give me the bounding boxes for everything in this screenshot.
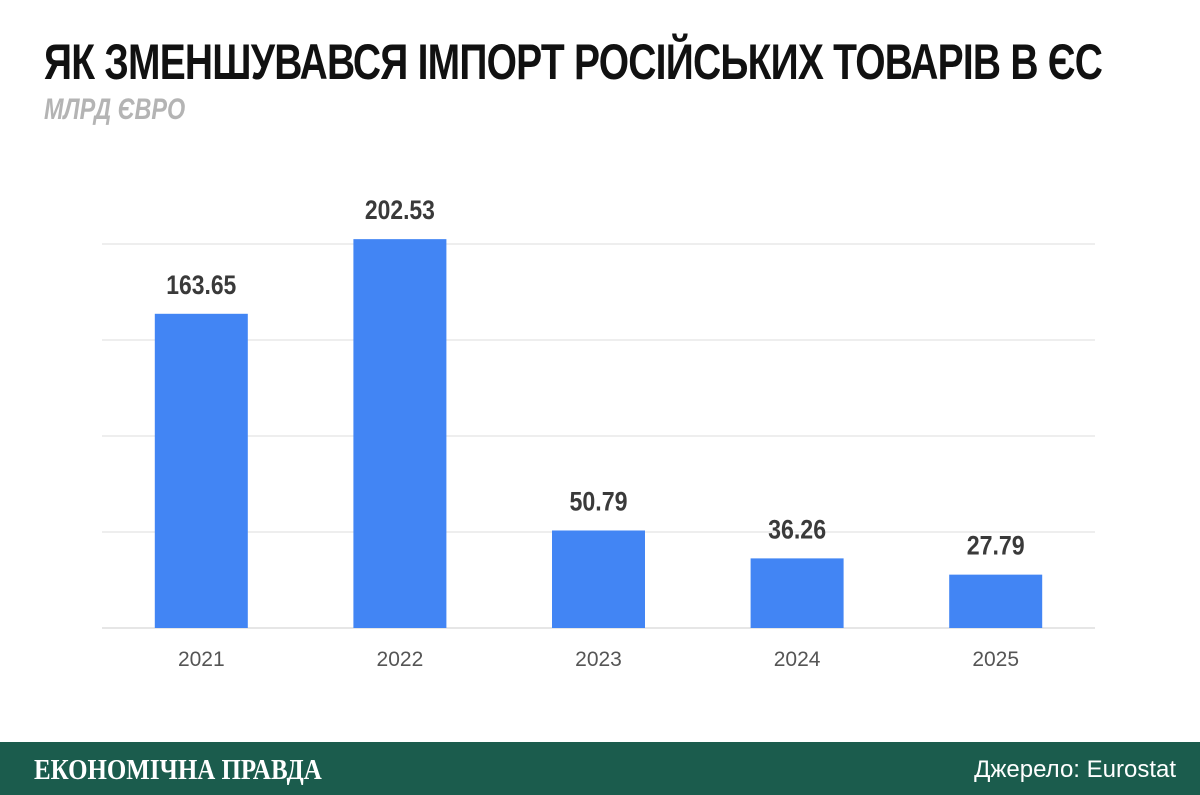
bars [154,239,1043,628]
source-note: Джерело: Eurostat [974,756,1176,783]
bar-2024 [750,558,844,628]
bar-2022 [353,239,447,628]
x-tick-label: 2021 [178,648,225,671]
footer-bar: ЕКОНОМІЧНА ПРАВДА Джерело: Eurostat [0,742,1200,795]
bar-value-label: 202.53 [365,195,435,225]
x-tick-label: 2022 [377,648,424,671]
bar-2023 [552,530,645,628]
brand-logo: ЕКОНОМІЧНА ПРАВДА [34,754,322,786]
bar-value-label: 163.65 [166,270,236,300]
grid-lines [102,243,1095,629]
value-labels: 163.65 202.53 50.79 36.26 27.79 [166,195,1024,561]
bar-chart: 163.65 202.53 50.79 36.26 27.79 2021 2022 2023… [102,195,1095,671]
bar-2021 [154,313,248,628]
x-axis-ticks: 2021 2022 2023 2024 2025 [178,648,1019,671]
bar-value-label: 27.79 [967,531,1025,561]
chart-subtitle: МЛРД ЄВРО [44,93,186,126]
bar-2025 [949,574,1043,628]
x-tick-label: 2023 [575,648,622,671]
x-tick-label: 2025 [972,648,1019,671]
bar-value-label: 36.26 [768,514,826,544]
x-tick-label: 2024 [774,648,821,671]
chart-title: ЯК ЗМЕНШУВАВСЯ ІМПОРТ РОСІЙСЬКИХ ТОВАРІВ… [44,34,1103,90]
bar-value-label: 50.79 [570,486,628,516]
